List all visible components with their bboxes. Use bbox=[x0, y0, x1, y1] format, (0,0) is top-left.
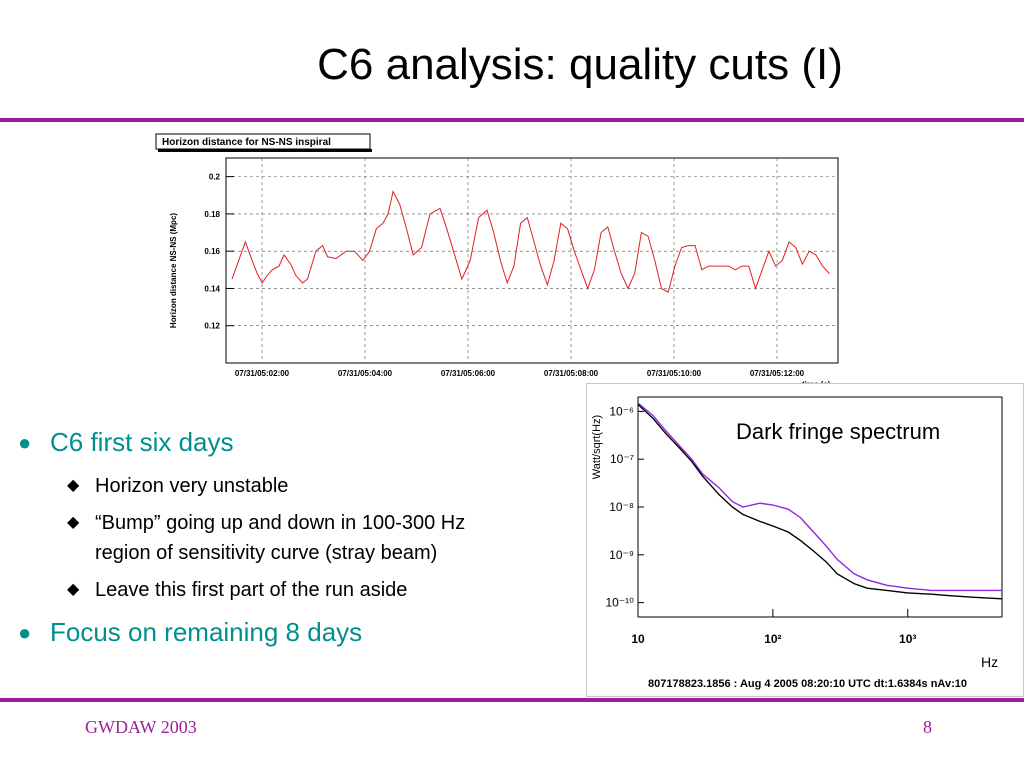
spectrum-title: Dark fringe spectrum bbox=[736, 419, 940, 444]
title-divider bbox=[0, 118, 1024, 122]
spectrum-x-tick-label: 10² bbox=[764, 632, 781, 646]
sub-bullet-1-text: Horizon very unstable bbox=[95, 475, 289, 497]
x-tick-label: 07/31/05:02:00 bbox=[235, 369, 290, 378]
y-tick-label: 0.12 bbox=[204, 322, 220, 331]
page-number: 8 bbox=[923, 717, 932, 737]
footer-conference: GWDAW 2003 bbox=[85, 717, 197, 737]
sub-bullet-3-text: Leave this first part of the run aside bbox=[95, 579, 408, 601]
x-tick-label: 07/31/05:10:00 bbox=[647, 369, 702, 378]
dark-fringe-spectrum: 10⁻⁶ 10⁻⁷ 10⁻⁸ 10⁻⁹ 10⁻¹⁰ 10 10² 10³ Watt/sqrt(H… bbox=[586, 383, 1024, 697]
y-tick-label: 0.16 bbox=[204, 247, 220, 256]
bullet-2: ● Focus on remaining 8 days bbox=[18, 617, 363, 648]
sub-bullet-3: ◆ Leave this first part of the run aside bbox=[67, 575, 408, 605]
slide-title: C6 analysis: quality cuts (I) bbox=[317, 40, 843, 89]
y-tick-label: 0.14 bbox=[204, 284, 220, 293]
horizon-chart: Horizon distance for NS-NS inspiral 0.12… bbox=[150, 128, 850, 388]
footer-divider bbox=[0, 698, 1024, 702]
x-tick-label: 07/31/05:04:00 bbox=[338, 369, 393, 378]
spectrum-series-line bbox=[637, 403, 1003, 600]
bullet-1-text: C6 first six days bbox=[50, 427, 234, 457]
bullet-dot-icon: ● bbox=[18, 430, 32, 455]
spectrum-footer: 807178823.1856 : Aug 4 2005 08:20:10 UTC… bbox=[648, 678, 967, 690]
sub-bullet-2-text: “Bump” going up and down in 100-300 Hz bbox=[95, 512, 466, 534]
x-tick-label: 07/31/05:06:00 bbox=[441, 369, 496, 378]
sub-bullet-2: ◆ “Bump” going up and down in 100-300 Hz… bbox=[67, 508, 466, 568]
chart-title: Horizon distance for NS-NS inspiral bbox=[162, 137, 331, 148]
bullet-dot-icon: ● bbox=[18, 620, 32, 645]
x-tick-label: 07/31/05:08:00 bbox=[544, 369, 599, 378]
spectrum-y-tick-label: 10⁻⁷ bbox=[610, 452, 634, 466]
sub-bullet-2-text-line2: region of sensitivity curve (stray beam) bbox=[95, 542, 438, 564]
horizon-series-line bbox=[231, 190, 830, 293]
diamond-bullet-icon: ◆ bbox=[67, 514, 80, 531]
y-axis-label: Horizon distance NS-NS (Mpc) bbox=[169, 213, 178, 328]
spectrum-y-axis-label: Watt/sqrt(Hz) bbox=[591, 415, 603, 479]
diamond-bullet-icon: ◆ bbox=[67, 477, 80, 494]
spectrum-x-tick-label: 10³ bbox=[899, 632, 916, 646]
bullet-2-text: Focus on remaining 8 days bbox=[50, 617, 363, 647]
sub-bullet-1: ◆ Horizon very unstable bbox=[67, 471, 289, 501]
spectrum-y-tick-label: 10⁻⁸ bbox=[609, 500, 634, 514]
spectrum-series-line bbox=[637, 402, 1002, 592]
x-tick-label: 07/31/05:12:00 bbox=[750, 369, 805, 378]
spectrum-x-tick-label: 10 bbox=[631, 632, 645, 646]
spectrum-xlabel: Hz bbox=[981, 654, 998, 670]
y-tick-label: 0.2 bbox=[209, 173, 221, 182]
y-tick-label: 0.18 bbox=[204, 210, 220, 219]
diamond-bullet-icon: ◆ bbox=[67, 581, 80, 598]
spectrum-y-tick-label: 10⁻⁶ bbox=[609, 404, 634, 418]
plot-frame bbox=[225, 157, 839, 364]
spectrum-y-tick-label: 10⁻⁹ bbox=[609, 548, 634, 562]
bullet-1: ● C6 first six days bbox=[18, 427, 234, 458]
spectrum-frame bbox=[637, 396, 1003, 618]
spectrum-y-tick-label: 10⁻¹⁰ bbox=[606, 596, 635, 610]
